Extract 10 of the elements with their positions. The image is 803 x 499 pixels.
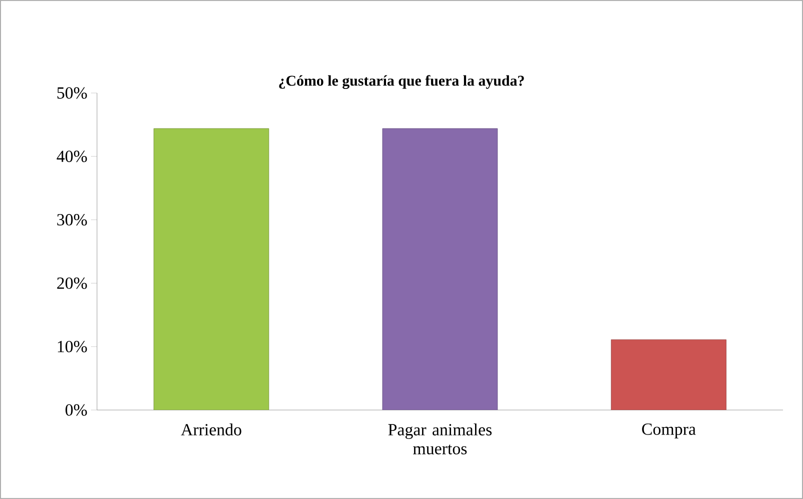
x-tick-label: Pagar animales muertos	[388, 424, 492, 454]
chart-title: ¿Cómo le gustaría que fuera la ayuda?	[279, 75, 524, 89]
y-tick-label: 40%	[56, 150, 87, 162]
y-tick-label: 20%	[57, 277, 87, 289]
x-tick-label: Compra	[642, 424, 696, 438]
y-tick-label: 10%	[58, 340, 87, 352]
y-tick-label: 0%	[66, 404, 87, 416]
x-tick-label: Arriendo	[180, 424, 242, 436]
y-tick-label: 30%	[57, 214, 87, 226]
y-tick-label: 50%	[57, 87, 87, 99]
